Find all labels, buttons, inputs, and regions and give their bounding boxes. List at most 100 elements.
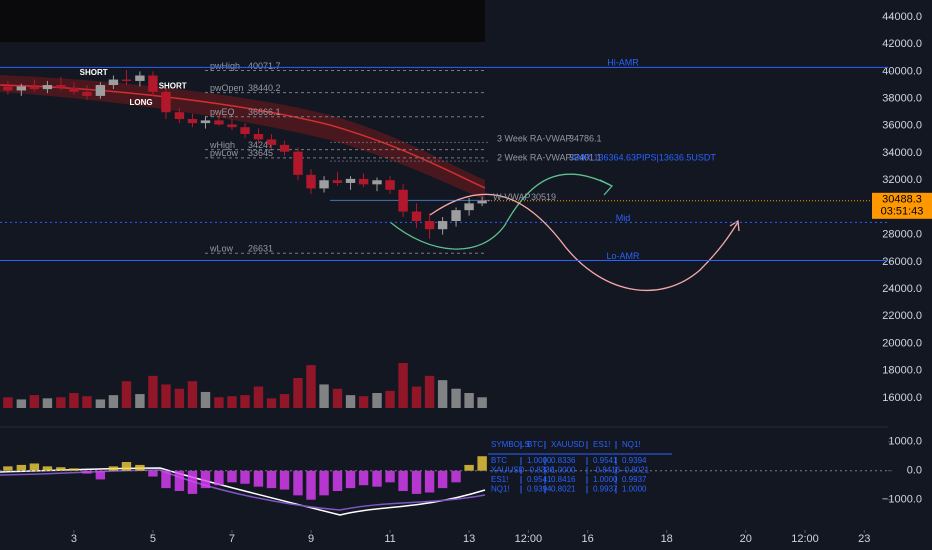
volume-bar bbox=[279, 394, 290, 408]
volume-bar bbox=[398, 363, 408, 408]
volume-bar bbox=[121, 381, 132, 408]
table-cell: BTC bbox=[527, 440, 543, 449]
oscillator-bar bbox=[332, 470, 343, 492]
table-cell: 0.9541 bbox=[527, 475, 552, 484]
oscillator-bar bbox=[227, 470, 237, 483]
table-cell: ES1! bbox=[593, 440, 610, 449]
table-cell: XAUUSD bbox=[551, 440, 585, 449]
candle-body bbox=[385, 180, 395, 190]
amr-label: Lo-AMR bbox=[606, 251, 640, 261]
volume-bar bbox=[29, 395, 40, 408]
vwap-value: 33401.1 bbox=[569, 153, 602, 163]
volume-bar bbox=[16, 399, 27, 408]
oscillator-bar bbox=[437, 470, 448, 489]
projection-arrow bbox=[429, 193, 739, 291]
oscillator-bar bbox=[293, 470, 303, 496]
oscillator-bar bbox=[95, 470, 106, 480]
oscillator-bar bbox=[253, 470, 264, 487]
oscillator-bar bbox=[319, 470, 329, 496]
candle-body bbox=[161, 91, 171, 113]
candle-body bbox=[437, 221, 448, 230]
table-cell: 0.9541 bbox=[593, 456, 618, 465]
signal-label: SHORT bbox=[80, 68, 108, 77]
overlay-box bbox=[0, 0, 485, 42]
level-value: 40071.7 bbox=[248, 61, 281, 71]
volume-bar bbox=[345, 395, 356, 408]
volume-bar bbox=[200, 391, 211, 408]
level-value: 38440.2 bbox=[248, 83, 281, 93]
y-tick-label: 44000.0 bbox=[882, 11, 922, 23]
candle-body bbox=[266, 139, 277, 145]
x-tick-label: 5 bbox=[150, 533, 156, 545]
level-label: pwHigh bbox=[210, 61, 240, 71]
candle-body bbox=[108, 79, 119, 86]
candle-body bbox=[200, 120, 211, 124]
oscillator-bar bbox=[42, 466, 53, 471]
vwap-label: 2 Week RA-VWAP bbox=[497, 153, 572, 163]
y-tick-label: 20000.0 bbox=[882, 337, 922, 349]
oscillator-bar bbox=[214, 470, 224, 486]
volume-bar bbox=[385, 390, 395, 408]
ma-ribbon bbox=[0, 75, 485, 200]
candle-body bbox=[332, 180, 343, 183]
volume-bar bbox=[161, 384, 171, 408]
oscillator-bar bbox=[174, 470, 185, 492]
table-cell: NQ1! bbox=[622, 440, 641, 449]
layer: 44000.0 42000.0 40000.0 38000.0 36000.0 34000… bbox=[0, 11, 932, 545]
candle-body bbox=[29, 86, 40, 90]
volume-bar bbox=[358, 396, 369, 408]
price-tag-value: 30488.3 bbox=[882, 194, 922, 206]
volume-bar bbox=[451, 388, 461, 408]
oscillator-bar bbox=[358, 470, 369, 486]
oscillator-bar bbox=[385, 470, 395, 483]
y-tick-label: 26000.0 bbox=[882, 256, 922, 268]
table-cell: ES1! bbox=[491, 475, 508, 484]
volume-bar bbox=[437, 380, 448, 408]
volume-bar bbox=[42, 398, 53, 408]
oscillator-bar bbox=[398, 470, 408, 492]
y-tick-label: 22000.0 bbox=[882, 310, 922, 322]
signal-label: SHORT bbox=[159, 81, 187, 90]
x-tick-label: 12:00 bbox=[515, 533, 543, 545]
x-tick-label: 20 bbox=[740, 533, 752, 545]
table-cell: BTC bbox=[491, 456, 507, 465]
level-value: 36666.1 bbox=[248, 107, 281, 117]
table-cell: -0.8336 bbox=[527, 466, 555, 475]
oscillator-bar bbox=[108, 466, 119, 471]
table-cell: 0.9937 bbox=[622, 475, 647, 484]
candle-body bbox=[82, 91, 92, 96]
oscillator-bar bbox=[240, 470, 250, 484]
table-cell: 1.0000 bbox=[593, 475, 618, 484]
candle-body bbox=[135, 75, 145, 81]
oscillator-bar bbox=[200, 470, 211, 489]
candle-body bbox=[56, 85, 66, 88]
candle-body bbox=[464, 203, 474, 211]
candle-body bbox=[451, 210, 461, 222]
candle-body bbox=[3, 86, 13, 91]
oscillator-bar bbox=[69, 468, 79, 471]
candle-body bbox=[174, 112, 185, 120]
table-cell: 1.0000 bbox=[527, 456, 552, 465]
volume-bar bbox=[266, 398, 277, 408]
volume-bar bbox=[82, 396, 92, 408]
oscillator-bar bbox=[56, 467, 66, 471]
amr-label: Mid bbox=[616, 213, 631, 223]
candle-body bbox=[424, 221, 435, 230]
volume-bar bbox=[319, 384, 329, 408]
volume-bar bbox=[227, 396, 237, 408]
oscillator-bar bbox=[135, 464, 145, 471]
y-tick-label: 18000.0 bbox=[882, 365, 922, 377]
x-tick-label: 7 bbox=[229, 533, 235, 545]
candle-body bbox=[42, 85, 53, 90]
y-tick-label: 32000.0 bbox=[882, 174, 922, 186]
oscillator-bar bbox=[411, 470, 422, 494]
candle-body bbox=[398, 189, 408, 212]
volume-bar bbox=[332, 388, 343, 408]
volume-bar bbox=[69, 393, 79, 408]
oscillator-bar bbox=[372, 470, 382, 487]
x-tick-label: 9 bbox=[308, 533, 314, 545]
x-tick-label: 16 bbox=[582, 533, 594, 545]
volume-bar bbox=[411, 386, 422, 408]
candle-body bbox=[121, 79, 132, 81]
